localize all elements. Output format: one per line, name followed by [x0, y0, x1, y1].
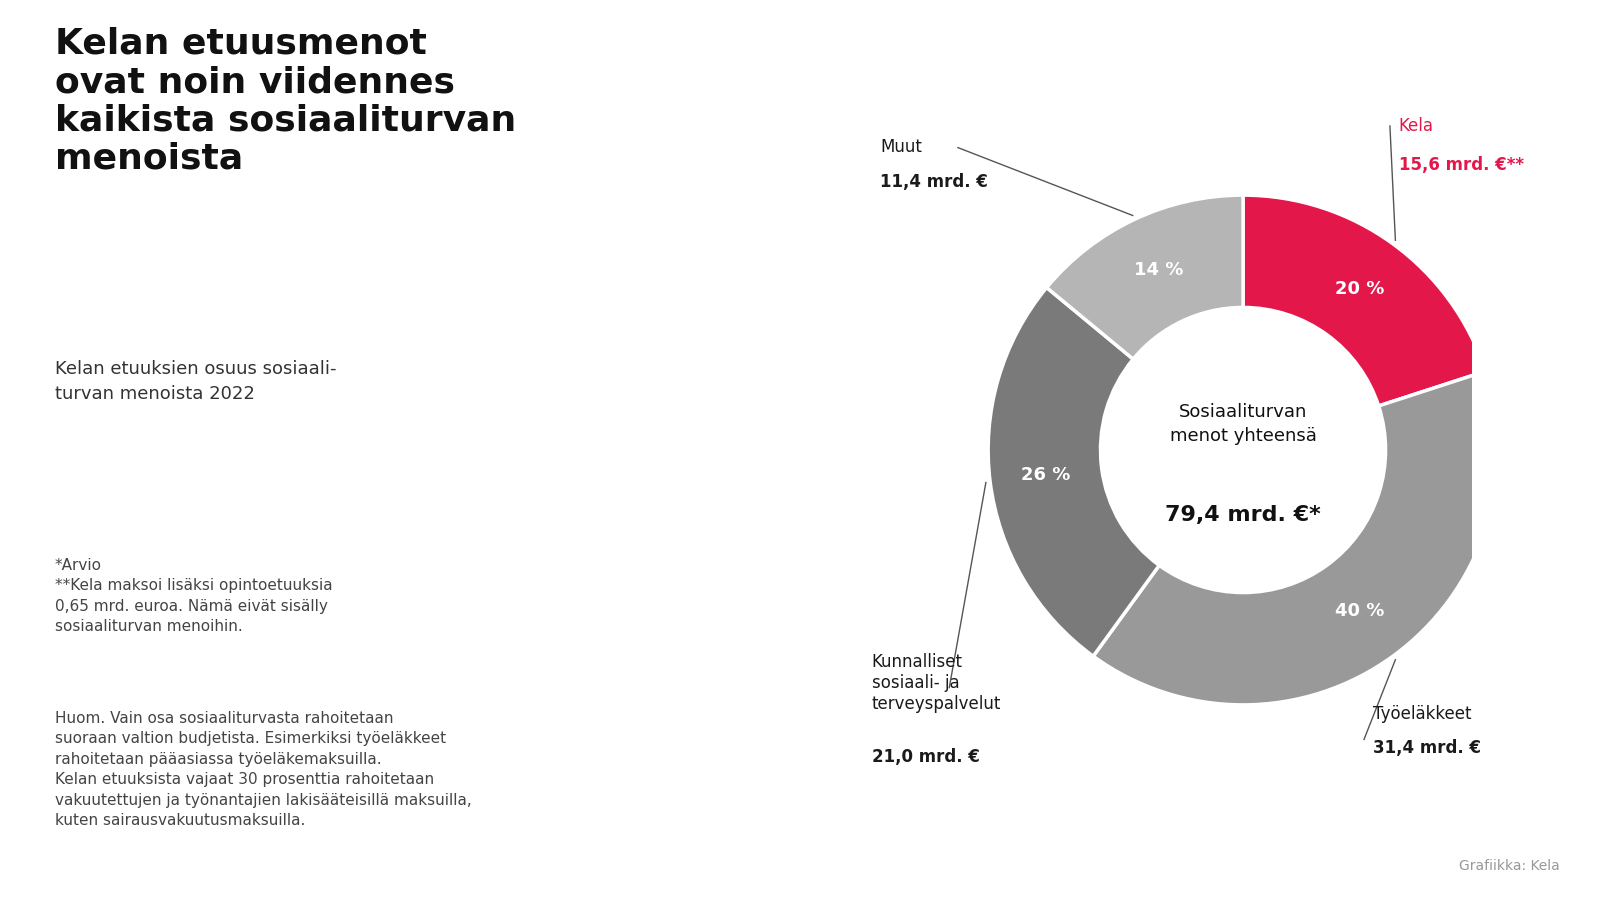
Text: Huom. Vain osa sosiaaliturvasta rahoitetaan
suoraan valtion budjetista. Esimerki: Huom. Vain osa sosiaaliturvasta rahoitet…	[54, 711, 472, 828]
Text: Työeläkkeet: Työeläkkeet	[1373, 705, 1470, 723]
Text: 21,0 mrd. €: 21,0 mrd. €	[872, 748, 979, 766]
Wedge shape	[989, 287, 1160, 656]
Text: 20 %: 20 %	[1334, 280, 1384, 298]
Text: 40 %: 40 %	[1334, 602, 1384, 620]
Text: Kunnalliset
sosiaali- ja
terveyspalvelut: Kunnalliset sosiaali- ja terveyspalvelut	[872, 653, 1002, 713]
Text: 79,4 mrd. €*: 79,4 mrd. €*	[1165, 505, 1322, 525]
Text: 11,4 mrd. €: 11,4 mrd. €	[880, 173, 989, 191]
Wedge shape	[1093, 371, 1498, 705]
Text: 26 %: 26 %	[1021, 466, 1070, 484]
Wedge shape	[1243, 195, 1485, 406]
Text: Kelan etuuksien osuus sosiaali-
turvan menoista 2022: Kelan etuuksien osuus sosiaali- turvan m…	[54, 360, 336, 403]
Text: Kelan etuusmenot
ovat noin viidennes
kaikista sosiaaliturvan
menoista: Kelan etuusmenot ovat noin viidennes kai…	[54, 27, 517, 176]
Text: 15,6 mrd. €**: 15,6 mrd. €**	[1398, 156, 1523, 174]
Text: Kela: Kela	[1398, 117, 1434, 135]
Wedge shape	[1046, 195, 1243, 359]
Text: 14 %: 14 %	[1134, 261, 1182, 279]
Text: Grafiikka: Kela: Grafiikka: Kela	[1459, 859, 1560, 873]
Text: Sosiaaliturvan
menot yhteensä: Sosiaaliturvan menot yhteensä	[1170, 403, 1317, 445]
Text: 31,4 mrd. €: 31,4 mrd. €	[1373, 740, 1480, 758]
Text: *Arvio
**Kela maksoi lisäksi opintoetuuksia
0,65 mrd. euroa. Nämä eivät sisälly
: *Arvio **Kela maksoi lisäksi opintoetuuk…	[54, 558, 333, 634]
Text: Muut: Muut	[880, 139, 922, 157]
